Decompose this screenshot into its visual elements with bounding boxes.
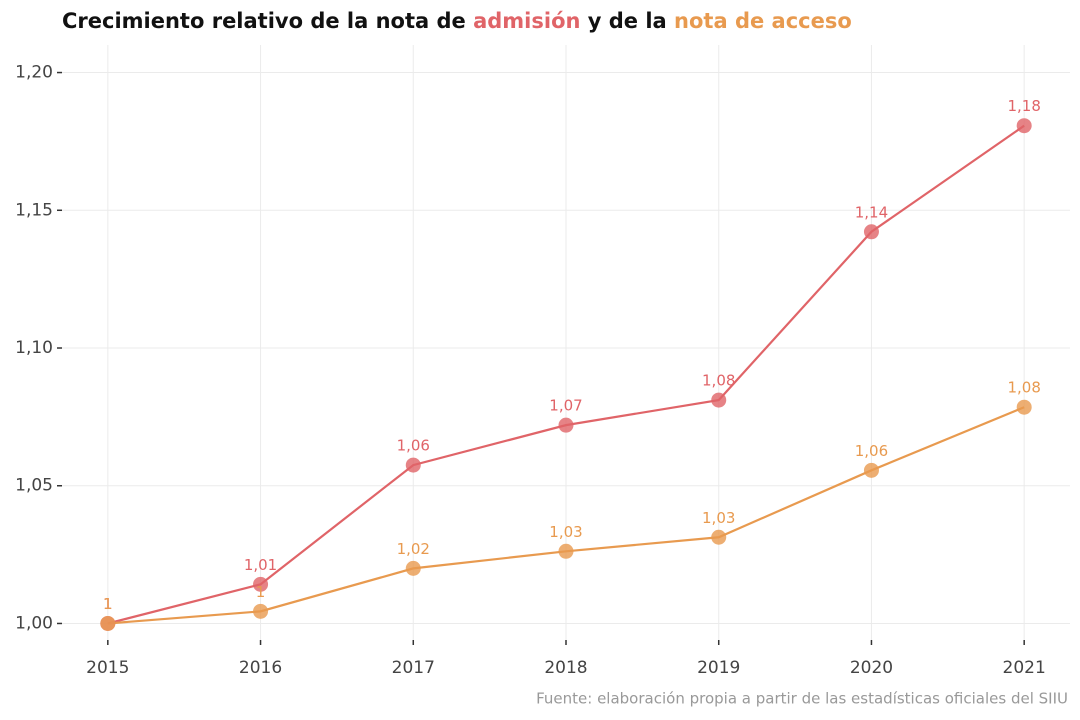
data-point <box>405 560 421 576</box>
data-point <box>711 392 727 408</box>
data-label: 1,07 <box>549 397 582 415</box>
data-label: 1,08 <box>1007 379 1040 397</box>
chart-title: Crecimiento relativo de la nota de admis… <box>62 9 852 33</box>
data-point <box>863 462 879 478</box>
x-tick-label: 2018 <box>544 658 587 678</box>
data-label: 1,06 <box>855 442 888 460</box>
y-tick-label: 1,20 <box>15 63 53 83</box>
data-point <box>1016 399 1032 415</box>
caption: Fuente: elaboración propia a partir de l… <box>536 690 1068 708</box>
y-tick-label: 1,10 <box>15 338 53 358</box>
x-tick-label: 2015 <box>86 658 129 678</box>
data-point <box>558 417 574 433</box>
data-label: 1 <box>103 595 113 613</box>
data-point <box>405 457 421 473</box>
x-tick-label: 2019 <box>697 658 740 678</box>
data-label: 1,03 <box>702 509 735 527</box>
title-middle: y de la <box>588 9 667 33</box>
data-point <box>100 615 116 631</box>
data-label: 1,03 <box>549 523 582 541</box>
data-label: 1,01 <box>244 556 277 574</box>
data-point <box>863 224 879 240</box>
x-tick-label: 2017 <box>392 658 435 678</box>
data-point <box>558 543 574 559</box>
data-label: 1,18 <box>1007 97 1040 115</box>
data-point <box>1016 118 1032 134</box>
x-tick-label: 2020 <box>850 658 893 678</box>
data-point <box>253 576 269 592</box>
x-tick-label: 2021 <box>1003 658 1046 678</box>
data-point <box>253 603 269 619</box>
data-point <box>711 529 727 545</box>
title-series: nota de acceso <box>674 9 852 33</box>
data-label: 1 <box>256 583 266 601</box>
y-tick-label: 1,05 <box>15 476 53 496</box>
title-start: Crecimiento relativo de la nota de <box>62 9 466 33</box>
data-label: 1,06 <box>397 437 430 455</box>
data-label: 1,08 <box>702 372 735 390</box>
y-tick-label: 1,00 <box>15 613 53 633</box>
data-label: 1 <box>103 595 113 613</box>
x-tick-label: 2016 <box>239 658 282 678</box>
data-label: 1,14 <box>855 203 888 221</box>
y-tick-label: 1,15 <box>15 200 53 220</box>
title-series: admisión <box>473 9 580 33</box>
data-label: 1,02 <box>397 540 430 558</box>
